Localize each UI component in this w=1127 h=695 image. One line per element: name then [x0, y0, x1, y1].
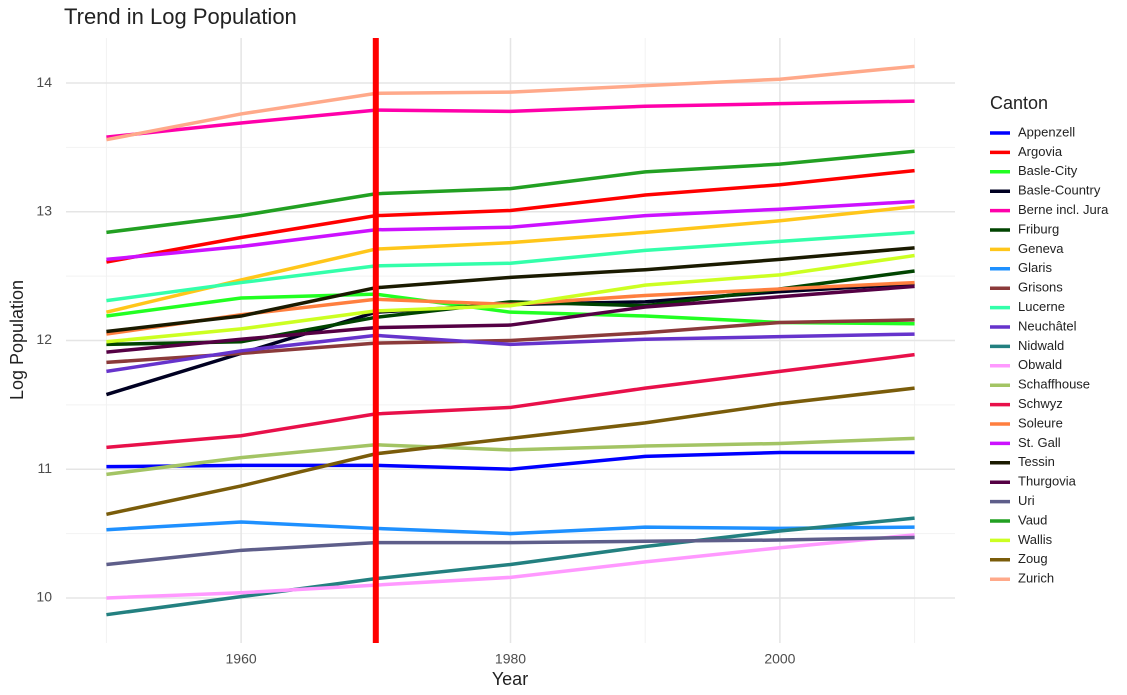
series-line — [106, 436, 915, 477]
legend-label: Wallis — [1018, 532, 1053, 547]
y-tick-label: 10 — [36, 589, 52, 605]
legend-label: Geneva — [1018, 241, 1064, 256]
series-line — [106, 533, 915, 600]
series-line — [106, 284, 915, 354]
series-line — [106, 149, 915, 235]
y-tick-label: 14 — [36, 74, 52, 90]
x-tick-label: 1980 — [495, 651, 526, 667]
series-line — [106, 246, 915, 334]
legend-label: Nidwald — [1018, 338, 1064, 353]
series-line — [106, 386, 915, 516]
legend-label: Zoug — [1018, 551, 1048, 566]
legend-label: Basle-City — [1018, 163, 1078, 178]
series-line — [106, 450, 915, 471]
series-line — [106, 168, 915, 264]
legend-label: Grisons — [1018, 280, 1063, 295]
legend-label: Tessin — [1018, 454, 1055, 469]
legend-title: Canton — [990, 93, 1048, 113]
y-axis-label: Log Population — [7, 280, 27, 400]
series-line — [106, 204, 915, 314]
legend-label: Schwyz — [1018, 396, 1063, 411]
series-line — [106, 230, 915, 303]
series-line — [106, 199, 915, 262]
legend-label: St. Gall — [1018, 435, 1061, 450]
legend-label: Soleure — [1018, 415, 1063, 430]
series-line — [106, 520, 915, 536]
legend-label: Friburg — [1018, 221, 1059, 236]
legend-label: Thurgovia — [1018, 474, 1077, 489]
series-line — [106, 253, 915, 344]
legend-label: Appenzell — [1018, 124, 1075, 139]
series-line — [106, 332, 915, 374]
legend-label: Neuchâtel — [1018, 318, 1077, 333]
x-axis-label: Year — [492, 669, 528, 689]
legend-label: Argovia — [1018, 144, 1063, 159]
series-line — [106, 535, 915, 567]
series-line — [106, 318, 915, 365]
legend-label: Glaris — [1018, 260, 1052, 275]
legend-label: Vaud — [1018, 512, 1047, 527]
y-tick-label: 12 — [36, 331, 52, 347]
series-line — [106, 99, 915, 139]
y-tick-label: 11 — [37, 460, 52, 476]
chart-title: Trend in Log Population — [64, 4, 297, 29]
y-tick-label: 13 — [36, 202, 52, 218]
legend-label: Zurich — [1018, 571, 1054, 586]
legend-label: Obwald — [1018, 357, 1062, 372]
legend-label: Lucerne — [1018, 299, 1065, 314]
legend-label: Uri — [1018, 493, 1035, 508]
series-line — [106, 516, 915, 617]
legend-label: Schaffhouse — [1018, 377, 1090, 392]
x-tick-label: 2000 — [764, 651, 795, 667]
series-line — [106, 64, 915, 142]
legend-label: Berne incl. Jura — [1018, 202, 1109, 217]
series-line — [106, 352, 915, 450]
x-tick-label: 1960 — [226, 651, 257, 667]
legend-label: Basle-Country — [1018, 183, 1101, 198]
